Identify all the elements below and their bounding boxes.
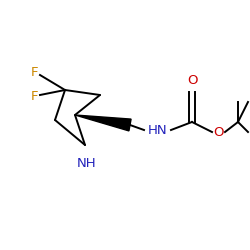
Text: NH: NH: [77, 157, 97, 170]
Polygon shape: [75, 115, 131, 131]
Text: HN: HN: [148, 124, 168, 136]
Text: O: O: [213, 126, 223, 138]
Text: O: O: [187, 74, 197, 87]
Text: F: F: [30, 66, 38, 80]
Text: F: F: [30, 90, 38, 104]
